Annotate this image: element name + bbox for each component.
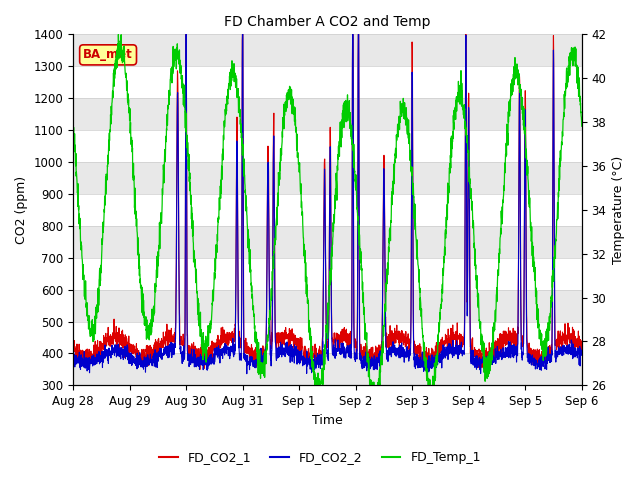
Text: BA_met: BA_met [83, 48, 133, 61]
Bar [73, 162, 582, 194]
Legend: FD_CO2_1, FD_CO2_2, FD_Temp_1: FD_CO2_1, FD_CO2_2, FD_Temp_1 [154, 446, 486, 469]
Bar [73, 98, 582, 130]
Bar [73, 35, 582, 66]
Bar [73, 353, 582, 385]
Y-axis label: Temperature (°C): Temperature (°C) [612, 156, 625, 264]
Y-axis label: CO2 (ppm): CO2 (ppm) [15, 176, 28, 244]
Title: FD Chamber A CO2 and Temp: FD Chamber A CO2 and Temp [224, 15, 431, 29]
Bar [73, 289, 582, 322]
X-axis label: Time: Time [312, 414, 343, 427]
Bar [73, 226, 582, 258]
